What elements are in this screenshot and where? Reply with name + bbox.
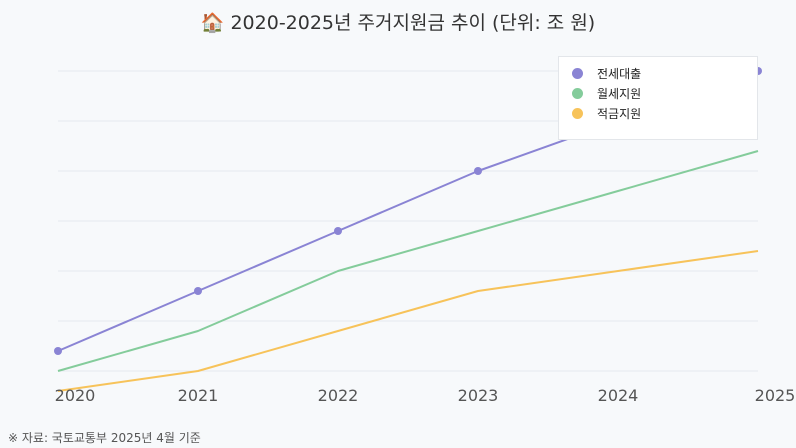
legend-marker [572, 107, 583, 119]
legend-label: 적금지원 [597, 106, 642, 121]
legend-label: 월세지원 [597, 86, 642, 101]
data-point [194, 287, 202, 295]
legend: 전세대출 월세지원 적금지원 [558, 56, 758, 140]
legend-label: 전세대출 [597, 66, 642, 81]
legend-marker [572, 87, 583, 99]
x-tick-label: 2025 [755, 386, 796, 405]
x-tick-label: 2022 [318, 386, 359, 405]
grid-lines [58, 70, 758, 372]
legend-item-jeonse-loan[interactable]: 전세대출 [559, 63, 757, 83]
x-tick-label: 2021 [178, 386, 219, 405]
data-point [54, 347, 62, 355]
x-tick-label: 2020 [55, 386, 96, 405]
data-point [334, 227, 342, 235]
series-line [57, 250, 759, 392]
series-line [57, 150, 759, 372]
legend-item-savings-support[interactable]: 적금지원 [559, 103, 757, 123]
chart-title: 🏠 2020-2025년 주거지원금 추이 (단위: 조 원) [200, 12, 596, 34]
legend-item-monthly-rent-support[interactable]: 월세지원 [559, 83, 757, 103]
legend-marker [572, 67, 583, 79]
x-axis-ticks: 2020 2021 2022 2023 2024 2025 [55, 386, 796, 405]
x-tick-label: 2023 [458, 386, 499, 405]
data-point [474, 167, 482, 175]
x-tick-label: 2024 [598, 386, 639, 405]
source-note: ※ 자료: 국토교통부 2025년 4월 기준 [8, 431, 201, 445]
